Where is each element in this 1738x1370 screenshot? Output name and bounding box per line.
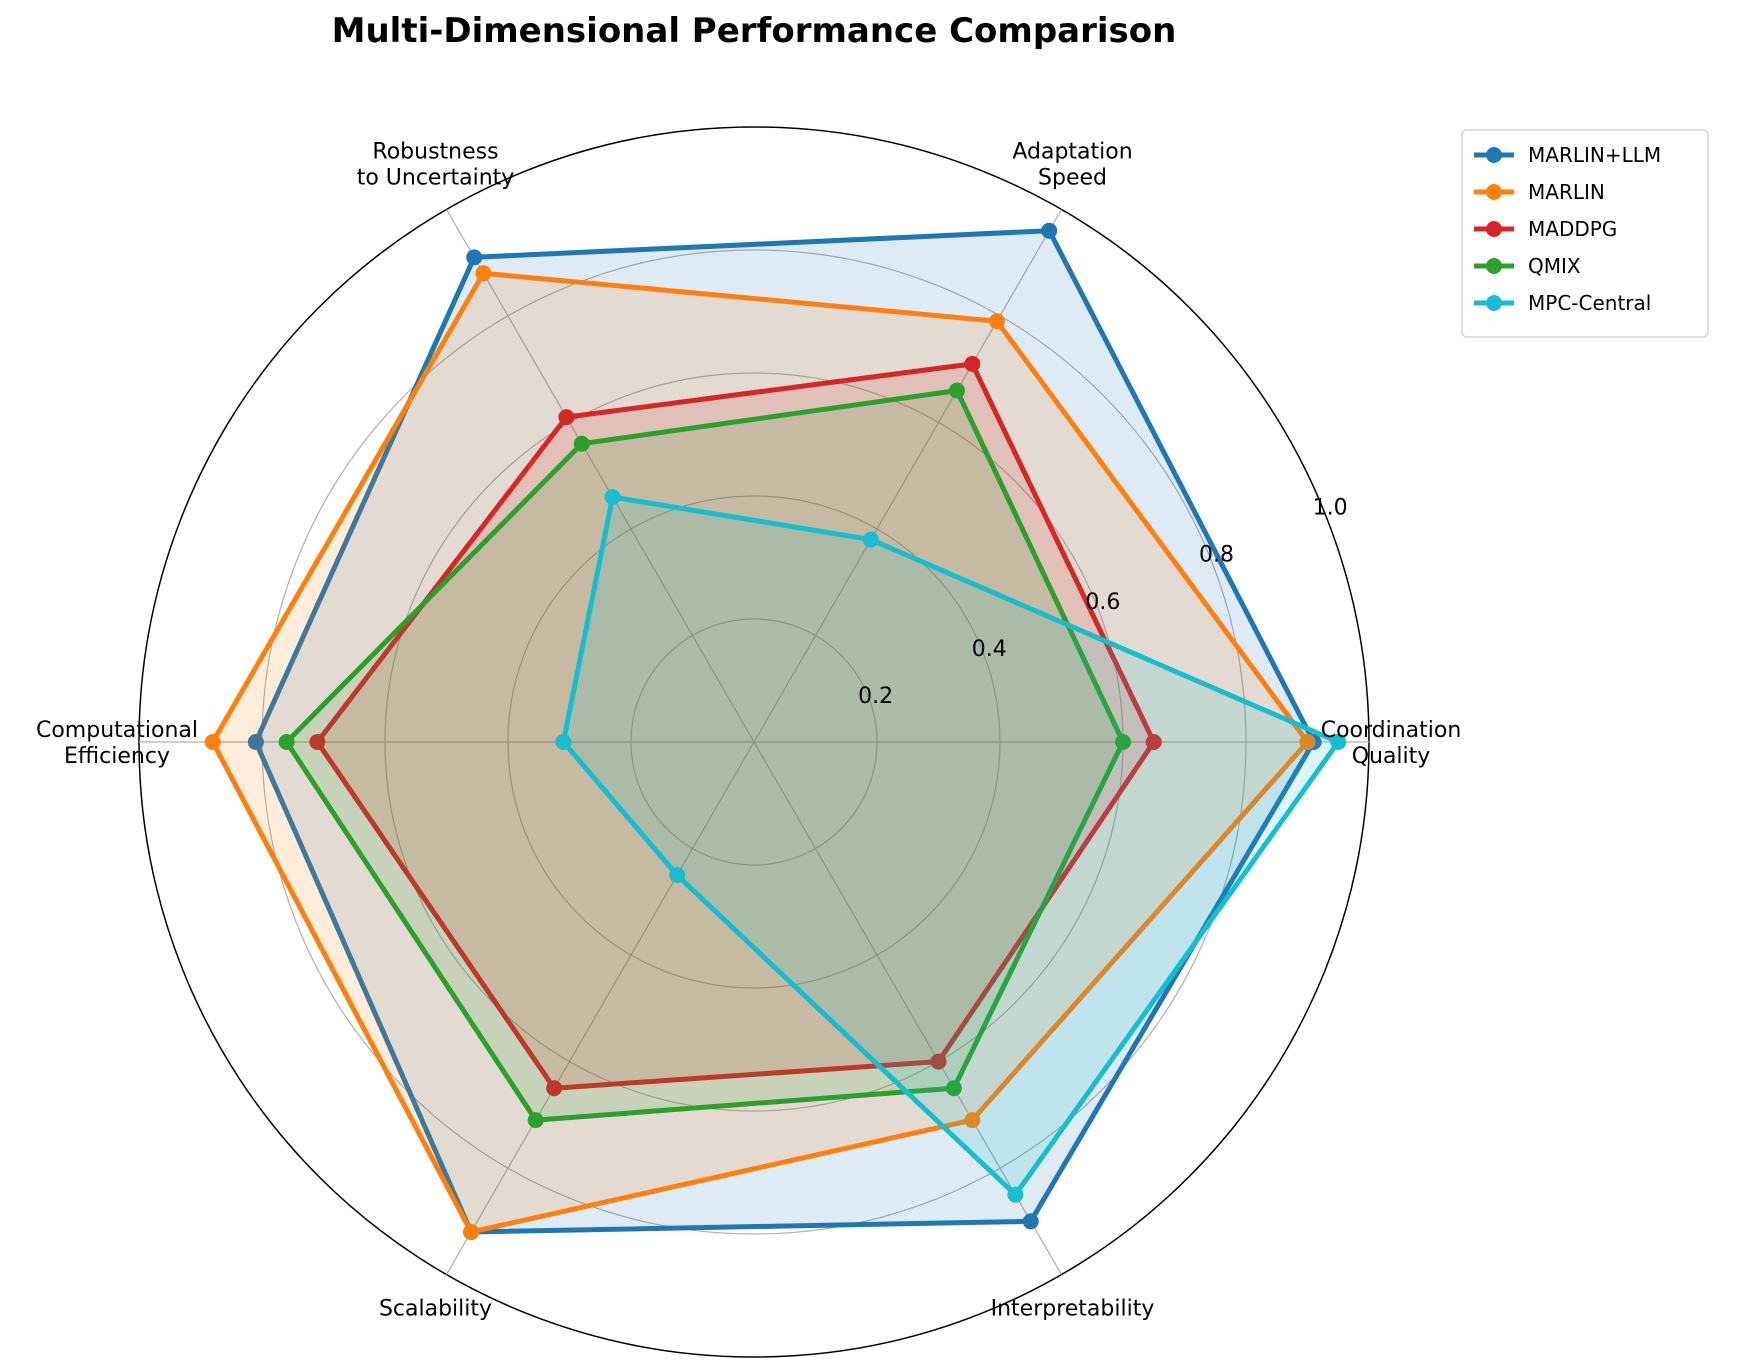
series-maddpg xyxy=(309,355,1162,1097)
data-point xyxy=(964,1112,981,1129)
axis-label: Coordination Quality xyxy=(1321,718,1462,769)
data-point xyxy=(930,1053,947,1070)
data-point xyxy=(204,734,221,750)
data-point xyxy=(555,734,572,750)
data-point xyxy=(463,1223,480,1240)
legend-label: MARLIN xyxy=(1528,180,1605,204)
data-point xyxy=(546,1080,563,1097)
series-mpc-central xyxy=(555,489,1347,1203)
axis-labels: Coordination Quality Adaptation Speed Robust… xyxy=(36,139,1461,1321)
legend-label: MPC-Central xyxy=(1528,291,1651,315)
radial-tick-label: 0.8 xyxy=(1199,543,1234,568)
legend-item: MARLIN+LLM xyxy=(1474,143,1661,167)
legend-item: MPC-Central xyxy=(1474,291,1651,315)
legend: MARLIN+LLM MARLIN MADDPG QMIX MPC-Central xyxy=(1461,129,1709,338)
legend-marker xyxy=(1486,147,1502,163)
data-point xyxy=(948,382,965,399)
data-point xyxy=(309,734,326,750)
legend-marker xyxy=(1486,221,1502,237)
data-point xyxy=(475,265,492,282)
data-point xyxy=(573,435,590,452)
data-point xyxy=(669,867,686,884)
data-point xyxy=(945,1080,962,1097)
grid-spoke xyxy=(445,209,755,743)
legend-label: MADDPG xyxy=(1528,217,1617,241)
data-point xyxy=(527,1112,544,1129)
series-fill xyxy=(317,363,1154,1089)
legend-marker xyxy=(1486,295,1502,311)
grid-spoke xyxy=(753,209,1063,743)
series-fill xyxy=(286,390,1124,1121)
data-point xyxy=(862,531,879,548)
legend-marker xyxy=(1486,184,1502,200)
data-point xyxy=(1115,734,1131,750)
grid-spoke xyxy=(753,741,1063,1275)
radial-tick-label: 0.2 xyxy=(858,684,893,709)
legend-frame xyxy=(1461,129,1709,338)
legend-item: MADDPG xyxy=(1474,217,1617,241)
radial-tick-label: 0.4 xyxy=(972,637,1007,662)
axis-label: Robustness to Uncertainty xyxy=(357,139,515,190)
legend-item: MARLIN xyxy=(1474,180,1605,204)
grid-spoke xyxy=(445,741,755,1275)
data-point xyxy=(964,355,981,372)
data-point xyxy=(1041,222,1058,239)
series-layer xyxy=(204,222,1347,1240)
legend-item: QMIX xyxy=(1474,254,1581,278)
radial-tick-label: 1.0 xyxy=(1313,496,1348,521)
axis-label: Computational Efficiency xyxy=(36,718,198,769)
legend-label: QMIX xyxy=(1528,254,1581,278)
data-point xyxy=(1022,1213,1039,1230)
axis-label: Adaptation Speed xyxy=(1012,139,1132,190)
series-qmix xyxy=(278,382,1131,1129)
data-point xyxy=(247,734,264,750)
data-point xyxy=(1145,734,1162,750)
radial-tick-label: 0.6 xyxy=(1085,590,1120,615)
chart-title: Multi-Dimensional Performance Comparison xyxy=(332,11,1177,51)
data-point xyxy=(558,409,575,426)
axis-label: Scalability xyxy=(379,1297,492,1322)
series-fill xyxy=(563,497,1339,1195)
axis-label: Interpretability xyxy=(991,1297,1155,1322)
data-point xyxy=(988,313,1005,330)
radial-tick-labels: 0.2 0.4 0.6 0.8 1.0 xyxy=(858,496,1348,709)
data-point xyxy=(278,734,295,750)
data-point xyxy=(1330,734,1347,750)
data-point xyxy=(466,249,483,266)
data-point xyxy=(1299,734,1316,750)
legend-label: MARLIN+LLM xyxy=(1528,143,1661,167)
data-point xyxy=(1007,1186,1024,1203)
data-point xyxy=(604,489,621,506)
legend-marker xyxy=(1486,258,1502,274)
polar-grid xyxy=(138,126,1370,1358)
